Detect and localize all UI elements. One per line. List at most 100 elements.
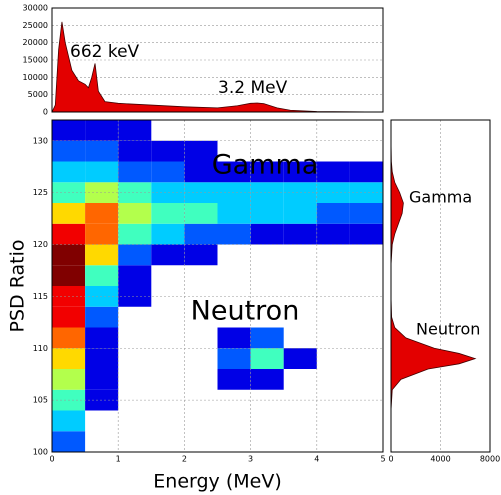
heat-cell bbox=[118, 307, 151, 328]
heat-cell bbox=[350, 390, 383, 411]
annotation: 3.2 MeV bbox=[218, 78, 288, 98]
y-tick-label: 0 bbox=[43, 108, 48, 117]
heat-cell bbox=[151, 307, 184, 328]
heat-cell bbox=[250, 182, 284, 203]
annotation: Neutron bbox=[416, 320, 480, 339]
heat-cell bbox=[217, 369, 251, 390]
heat-cell bbox=[284, 265, 317, 286]
y-tick-label: 25000 bbox=[23, 21, 48, 30]
annotation: Neutron bbox=[191, 296, 300, 327]
y-tick-label: 5000 bbox=[28, 90, 48, 99]
heat-cell bbox=[217, 223, 251, 245]
heat-cell bbox=[184, 431, 217, 452]
x-tick-label: 8000 bbox=[480, 455, 500, 464]
heat-cell bbox=[251, 245, 284, 266]
x-tick-label: 4 bbox=[314, 455, 319, 464]
heat-cell bbox=[85, 203, 119, 224]
heat-cell bbox=[151, 348, 184, 369]
x-tick-label: 4000 bbox=[430, 455, 450, 464]
heat-cell bbox=[118, 161, 152, 183]
heat-cell bbox=[283, 223, 317, 245]
x-axis-label: Energy (MeV) bbox=[153, 471, 281, 493]
heat-cell bbox=[317, 120, 350, 141]
heat-cell bbox=[218, 265, 251, 286]
heat-cell bbox=[85, 223, 119, 245]
heat-cell bbox=[151, 140, 185, 162]
axes-frame bbox=[390, 119, 491, 453]
heat-cell bbox=[217, 182, 251, 203]
heat-cell bbox=[251, 390, 284, 411]
heat-cell bbox=[52, 203, 86, 224]
heat-cell bbox=[284, 369, 317, 390]
heat-cell bbox=[284, 328, 317, 349]
heat-cell bbox=[251, 411, 284, 432]
heat-cell bbox=[52, 306, 86, 328]
heat-cell bbox=[218, 120, 251, 141]
heat-cell bbox=[118, 182, 152, 203]
heat-cell bbox=[250, 161, 284, 183]
heat-cell bbox=[85, 348, 119, 369]
heat-cell bbox=[151, 182, 185, 203]
heat-cell bbox=[85, 265, 119, 286]
heat-cell bbox=[218, 431, 251, 452]
y-tick-label: 120 bbox=[33, 240, 48, 249]
heat-cell bbox=[349, 203, 383, 224]
heat-cell bbox=[350, 141, 383, 162]
x-tick-label: 1 bbox=[116, 455, 121, 464]
heat-cell bbox=[52, 431, 86, 452]
heat-cell bbox=[217, 348, 251, 369]
heat-cell bbox=[118, 369, 151, 390]
heat-cell bbox=[184, 244, 218, 266]
heat-cell bbox=[317, 141, 350, 162]
heat-cell bbox=[217, 161, 251, 183]
x-tick-label: 0 bbox=[49, 455, 54, 464]
heat-cell bbox=[349, 223, 383, 245]
heat-cell bbox=[118, 223, 152, 245]
heat-cell bbox=[251, 265, 284, 286]
heat-cell bbox=[317, 348, 350, 369]
heat-cell bbox=[85, 411, 118, 432]
heat-cell bbox=[184, 265, 217, 286]
heat-cell bbox=[317, 328, 350, 349]
heat-cell bbox=[184, 140, 218, 162]
histogram-area bbox=[51, 21, 384, 113]
x-tick-label: 5 bbox=[380, 455, 385, 464]
heat-cell bbox=[151, 328, 184, 349]
heat-cell bbox=[52, 369, 86, 390]
heat-cell bbox=[283, 203, 317, 224]
heat-cell bbox=[350, 411, 383, 432]
x-tick-label: 3 bbox=[248, 455, 253, 464]
heat-cell bbox=[184, 203, 218, 224]
heat-cell bbox=[85, 431, 118, 452]
x-tick-label: 0 bbox=[388, 455, 393, 464]
heat-cell bbox=[284, 431, 317, 452]
heat-cell bbox=[350, 265, 383, 286]
heat-cell bbox=[118, 203, 152, 224]
heat-cell bbox=[118, 328, 151, 349]
heat-cell bbox=[217, 327, 251, 349]
heat-cell bbox=[349, 182, 383, 203]
heat-cell bbox=[85, 244, 119, 266]
heat-cell bbox=[52, 348, 86, 369]
heat-cell bbox=[350, 328, 383, 349]
heat-cell bbox=[349, 161, 383, 183]
heat-cell bbox=[250, 327, 284, 349]
heat-cell bbox=[317, 245, 350, 266]
heat-cell bbox=[184, 328, 217, 349]
y-tick-label: 15000 bbox=[23, 56, 48, 65]
heat-cell bbox=[85, 369, 119, 390]
heat-cell bbox=[317, 307, 350, 328]
y-tick-label: 30000 bbox=[23, 4, 48, 13]
heat-cell bbox=[284, 411, 317, 432]
heat-cell bbox=[151, 244, 185, 266]
y-tick-label: 100 bbox=[33, 448, 48, 457]
annotation: Gamma bbox=[212, 150, 319, 181]
heat-cell bbox=[317, 431, 350, 452]
heat-cell bbox=[151, 161, 185, 183]
heat-cell bbox=[151, 265, 184, 286]
heat-cell bbox=[283, 161, 317, 183]
x-tick-label: 2 bbox=[182, 455, 187, 464]
heat-cell bbox=[52, 120, 86, 141]
heat-cell bbox=[250, 223, 284, 245]
